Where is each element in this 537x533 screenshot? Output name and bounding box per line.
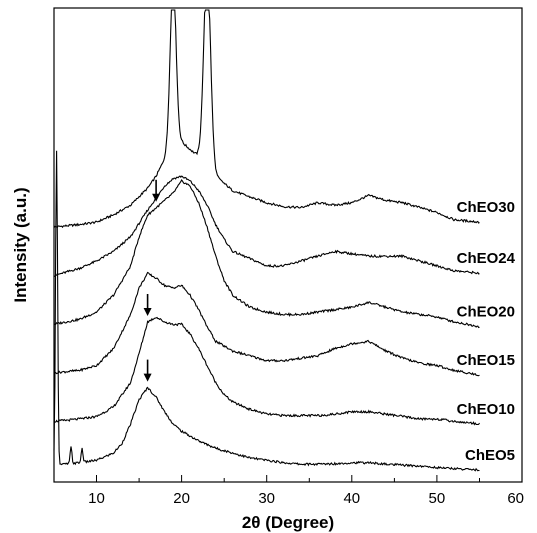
x-tick-label-20: 20 [173,490,190,507]
trace-cheo20 [53,178,480,329]
trace-cheo30 [53,9,480,229]
x-tick-label-40: 40 [343,490,360,507]
arrow-head-1 [152,193,161,202]
series-label-cheo15: ChEO15 [457,352,515,369]
traces-group [53,9,480,472]
x-ticks-group: 10 20 30 40 50 60 [88,475,524,507]
x-tick-label-10: 10 [88,490,105,507]
series-label-cheo10: ChEO10 [457,401,515,418]
arrow-head-2 [143,308,152,316]
trace-cheo15 [53,271,480,377]
y-axis-title: Intensity (a.u.) [11,187,30,302]
x-axis-title: 2θ (Degree) [242,513,334,532]
arrows-group [143,179,161,382]
x-tick-label-60: 60 [507,490,524,507]
series-label-cheo5: ChEO5 [465,447,515,464]
series-label-cheo30: ChEO30 [457,199,515,216]
trace-cheo5 [53,150,480,472]
plot-frame [53,7,523,483]
series-label-cheo20: ChEO20 [457,304,515,321]
series-label-cheo24: ChEO24 [457,250,516,267]
trace-cheo10 [53,316,480,426]
trace-cheo24 [53,175,480,278]
x-tick-label-50: 50 [429,490,446,507]
arrow-head-3 [143,373,152,382]
x-tick-label-30: 30 [258,490,275,507]
series-labels-group: ChEO30 ChEO24 ChEO20 ChEO15 ChEO10 ChEO5 [457,199,516,464]
